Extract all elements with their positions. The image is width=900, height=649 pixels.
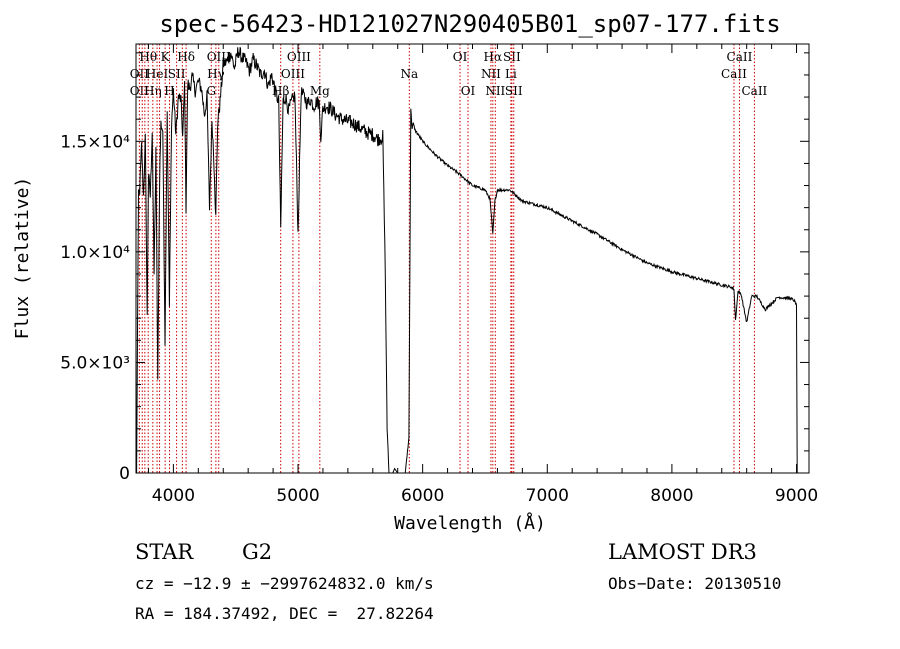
y-tick-label-1: 5.0×10³ [60,353,130,373]
survey-name: LAMOST DR3 [608,540,757,564]
object-class: STAR [135,540,194,564]
line-label-0-0: OII [130,67,150,81]
spectrum-series [136,46,798,474]
y-tick-label-0: 0 [119,464,130,484]
line-label-24-0: NII [485,84,505,98]
line-label-4-0: Hη [144,84,162,98]
x-axis-label: Wavelength (Å) [394,512,546,534]
x-axis: 4000 5000 6000 7000 8000 9000 [147,44,818,506]
x-tick-label-4: 8000 [650,486,693,506]
line-label-16-0: OIII [281,67,305,81]
obs-date: Obs−Date: 20130510 [608,574,782,593]
line-label-30-0: CaII [741,84,767,98]
line-label-20-0: OI [453,50,468,64]
line-label-19-0: Na [400,67,418,81]
y-axis-label: Flux (relative) [12,177,33,340]
line-label-11-0: Hδ [177,50,195,64]
line-label-27-0: SII [505,84,523,98]
x-tick-label-3: 7000 [526,486,569,506]
line-markers: OIIOIIHθHηHeIKHSIIHδGHγOIIIHβOIIIOIIIMgN… [130,44,768,473]
coordinates: RA = 184.37492, DEC = 27.82264 [135,604,434,623]
x-tick-label-0: 4000 [152,486,195,506]
redshift-readout: cz = −12.9 ± −2997624832.0 km/s [135,574,434,593]
line-label-7-0: K [161,50,171,64]
line-label-9-0: SII [168,67,186,81]
chart-title: spec-56423-HD121027N290405B01_sp07-177.f… [159,10,780,38]
object-subclass: G2 [242,540,273,564]
line-label-29-0: CaII [727,50,753,64]
x-tick-label-5: 9000 [775,486,818,506]
line-label-8-0: H [164,84,174,98]
y-tick-label-3: 1.5×10⁴ [60,132,130,152]
line-label-26-0: SII [503,50,521,64]
line-label-3-0: Hθ [139,50,157,64]
line-label-12-0: G [206,84,216,98]
line-label-17-0: OIII [287,50,311,64]
plot-frame [135,43,810,474]
y-tick-label-2: 1.0×10⁴ [60,243,130,263]
line-label-23-0: Hα [484,50,503,64]
x-tick-label-2: 6000 [401,486,444,506]
spectrum-trace [136,46,798,474]
y-axis: 0 5.0×10³ 1.0×10⁴ 1.5×10⁴ [60,52,809,484]
x-tick-label-1: 5000 [276,486,319,506]
line-label-25-0: Li [505,67,517,81]
line-label-21-0: OI [461,84,476,98]
line-label-22-0: NII [481,67,501,81]
line-label-18-0: Mg [310,84,330,98]
line-label-28-0: CaII [721,67,747,81]
line-label-5-0: HeI [146,67,169,81]
line-label-13-0: Hγ [207,67,225,81]
